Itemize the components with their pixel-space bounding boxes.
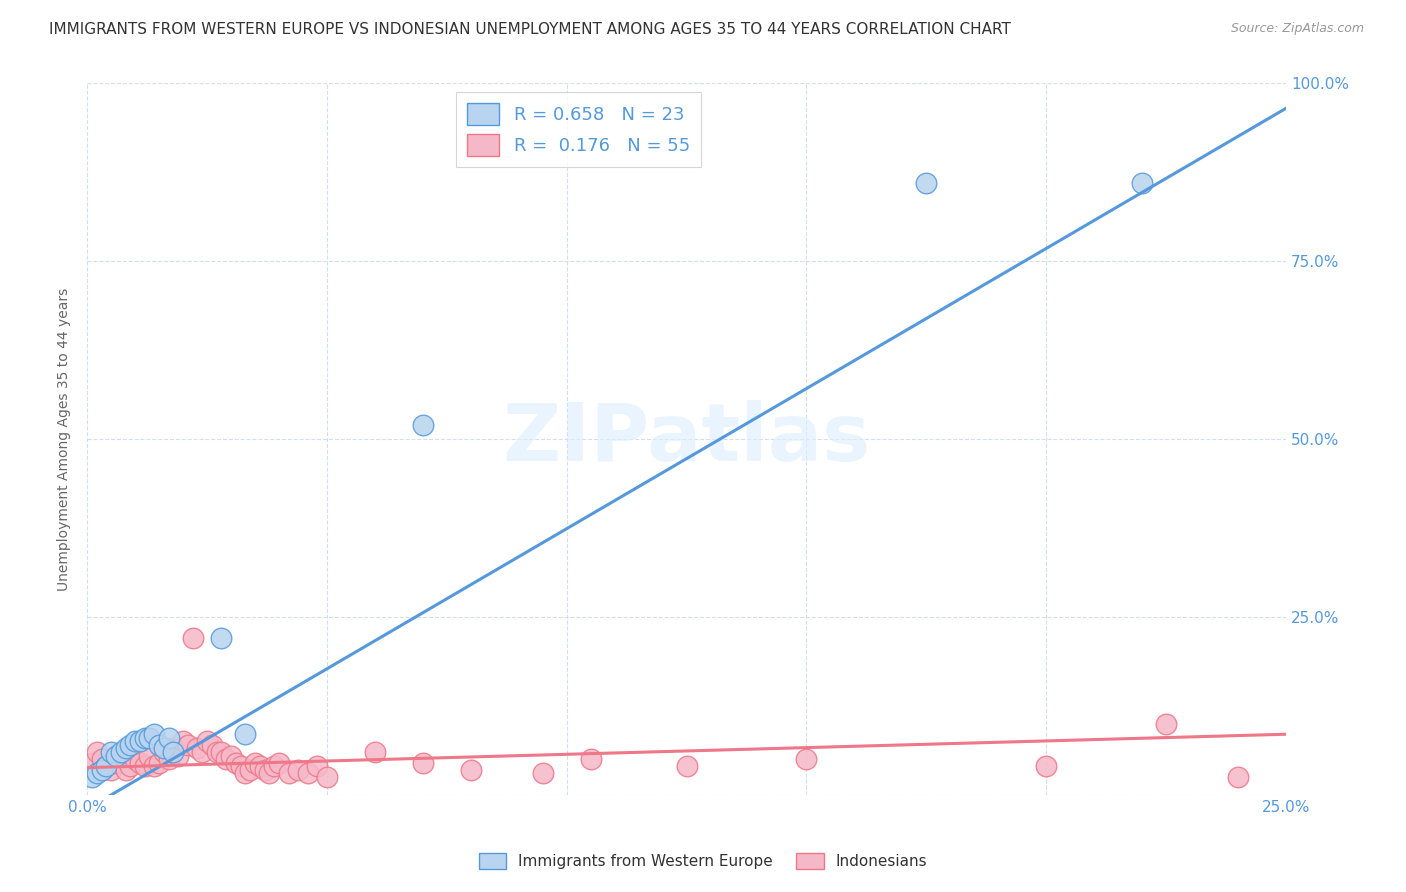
Point	[253, 763, 276, 777]
Point	[124, 734, 146, 748]
Point	[120, 759, 142, 773]
Point	[114, 741, 136, 756]
Point	[195, 734, 218, 748]
Point	[120, 738, 142, 752]
Point	[96, 759, 118, 773]
Point	[90, 763, 112, 777]
Point	[143, 759, 166, 773]
Point	[100, 745, 122, 759]
Point	[186, 741, 208, 756]
Point	[157, 752, 180, 766]
Point	[460, 763, 482, 777]
Point	[579, 752, 602, 766]
Point	[243, 756, 266, 770]
Point	[167, 748, 190, 763]
Point	[110, 748, 132, 763]
Point	[138, 748, 160, 763]
Point	[1154, 716, 1177, 731]
Point	[1035, 759, 1057, 773]
Point	[157, 731, 180, 745]
Point	[225, 756, 247, 770]
Point	[297, 766, 319, 780]
Point	[215, 752, 238, 766]
Point	[110, 745, 132, 759]
Point	[90, 752, 112, 766]
Legend: R = 0.658   N = 23, R =  0.176   N = 55: R = 0.658 N = 23, R = 0.176 N = 55	[456, 93, 700, 167]
Point	[80, 756, 103, 770]
Point	[177, 738, 200, 752]
Point	[153, 745, 176, 759]
Point	[86, 766, 108, 780]
Point	[114, 763, 136, 777]
Point	[209, 631, 232, 645]
Point	[124, 752, 146, 766]
Point	[287, 763, 309, 777]
Point	[915, 176, 938, 190]
Text: ZIPatlas: ZIPatlas	[502, 401, 870, 478]
Point	[104, 748, 127, 763]
Point	[307, 759, 329, 773]
Point	[148, 738, 170, 752]
Point	[249, 759, 271, 773]
Y-axis label: Unemployment Among Ages 35 to 44 years: Unemployment Among Ages 35 to 44 years	[58, 287, 72, 591]
Point	[277, 766, 299, 780]
Point	[263, 759, 285, 773]
Point	[96, 759, 118, 773]
Point	[219, 748, 242, 763]
Point	[531, 766, 554, 780]
Point	[134, 759, 156, 773]
Point	[162, 741, 184, 756]
Point	[1227, 770, 1250, 784]
Point	[86, 745, 108, 759]
Point	[129, 756, 152, 770]
Point	[153, 741, 176, 756]
Point	[412, 417, 434, 432]
Point	[259, 766, 281, 780]
Legend: Immigrants from Western Europe, Indonesians: Immigrants from Western Europe, Indonesi…	[472, 847, 934, 875]
Point	[134, 731, 156, 745]
Point	[205, 745, 228, 759]
Point	[209, 745, 232, 759]
Point	[675, 759, 697, 773]
Point	[235, 727, 257, 741]
Point	[1130, 176, 1153, 190]
Point	[181, 631, 204, 645]
Point	[191, 745, 214, 759]
Point	[172, 734, 194, 748]
Point	[239, 763, 262, 777]
Point	[104, 756, 127, 770]
Point	[235, 766, 257, 780]
Point	[412, 756, 434, 770]
Point	[100, 763, 122, 777]
Point	[267, 756, 290, 770]
Point	[201, 738, 224, 752]
Point	[364, 745, 387, 759]
Point	[796, 752, 818, 766]
Point	[162, 745, 184, 759]
Point	[148, 756, 170, 770]
Text: Source: ZipAtlas.com: Source: ZipAtlas.com	[1230, 22, 1364, 36]
Point	[316, 770, 339, 784]
Text: IMMIGRANTS FROM WESTERN EUROPE VS INDONESIAN UNEMPLOYMENT AMONG AGES 35 TO 44 YE: IMMIGRANTS FROM WESTERN EUROPE VS INDONE…	[49, 22, 1011, 37]
Point	[129, 734, 152, 748]
Point	[143, 727, 166, 741]
Point	[80, 770, 103, 784]
Point	[138, 731, 160, 745]
Point	[229, 759, 252, 773]
